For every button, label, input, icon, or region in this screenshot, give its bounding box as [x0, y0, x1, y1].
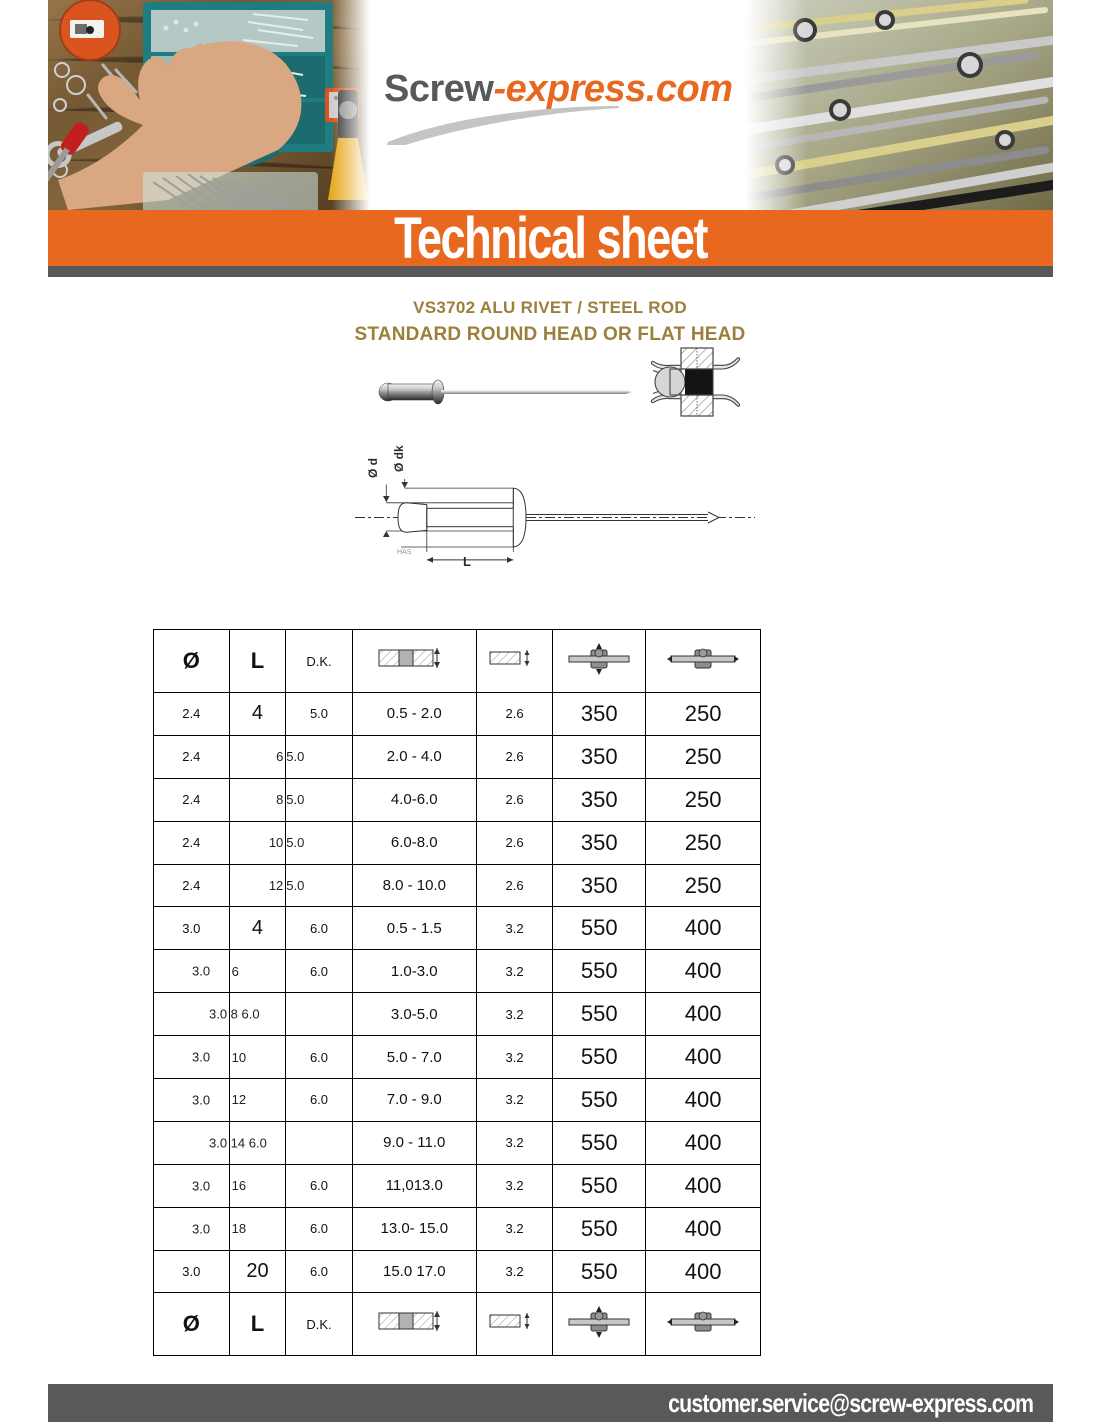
svg-text:HAS: HAS: [397, 549, 412, 556]
svg-text:Ø dk: Ø dk: [392, 445, 406, 472]
svg-text:L: L: [463, 554, 471, 569]
svg-text:Ø d: Ø d: [366, 458, 380, 478]
